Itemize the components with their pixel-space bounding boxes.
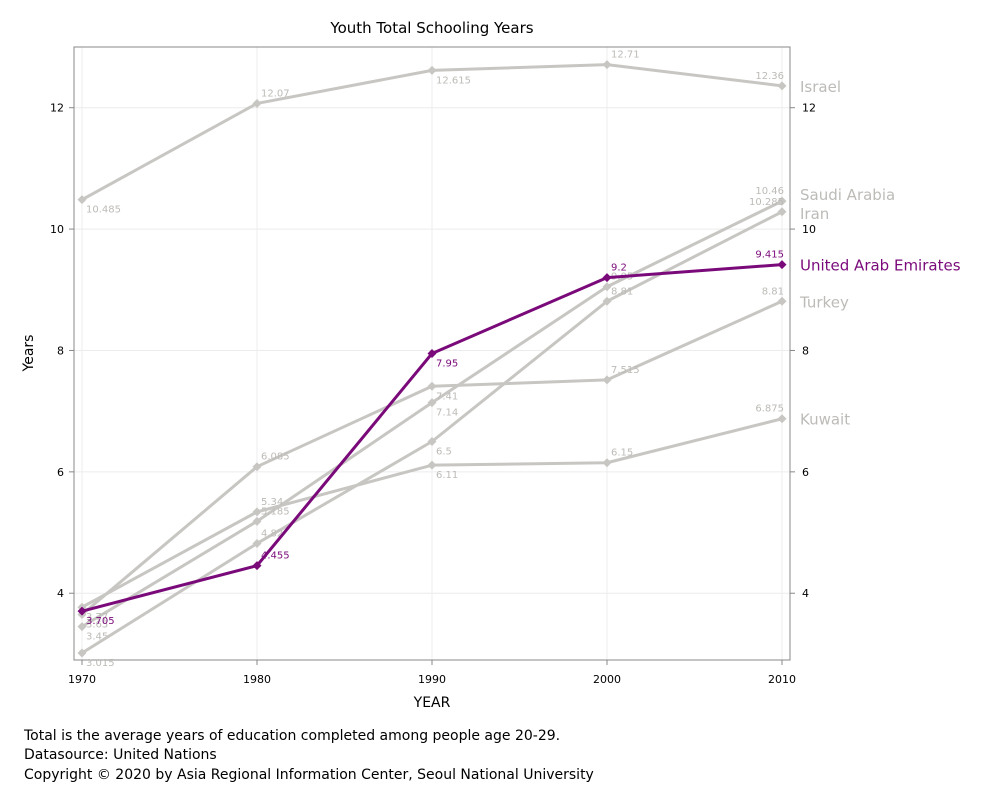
y-tick-label-left: 10 — [50, 223, 64, 236]
y-tick-label-right: 8 — [802, 344, 809, 357]
data-point — [252, 561, 262, 571]
data-point — [602, 458, 612, 468]
data-label: 5.185 — [261, 506, 290, 517]
series-israel: 10.485 12.07 12.615 12.71 12.36 Israel — [77, 50, 841, 216]
y-tick-label-left: 8 — [57, 344, 64, 357]
chart-title: Youth Total Schooling Years — [329, 19, 533, 37]
data-label: 7.95 — [436, 359, 458, 370]
data-label: 5.34 — [261, 497, 283, 508]
data-point — [777, 81, 787, 91]
data-label: 4.82 — [261, 528, 283, 539]
data-point — [777, 414, 787, 424]
data-point — [427, 437, 437, 447]
data-label: 6.11 — [436, 470, 458, 481]
y-tick-label-right: 4 — [802, 587, 809, 600]
data-point — [427, 398, 437, 408]
data-point — [427, 349, 437, 358]
series-layer: 10.485 12.07 12.615 12.71 12.36 Israel 3.45 5.1… — [77, 50, 961, 669]
series-name-iran: Iran — [800, 205, 829, 223]
data-point — [77, 195, 87, 205]
x-tick-label: 1980 — [243, 673, 271, 686]
y-tick-label-right: 6 — [802, 466, 809, 479]
data-label: 12.36 — [755, 71, 784, 82]
series-iran: 3.015 4.82 6.5 8.81 10.285 Iran — [77, 197, 829, 669]
data-label: 9.2 — [611, 263, 627, 274]
data-label: 10.285 — [749, 197, 784, 208]
series-name-israel: Israel — [800, 78, 841, 96]
y-tick-label-left: 12 — [50, 102, 64, 115]
y-axis-label: Years — [21, 335, 37, 373]
data-point — [777, 196, 787, 206]
data-label: 12.615 — [436, 75, 471, 86]
data-point — [602, 296, 612, 306]
data-label: 6.15 — [611, 448, 633, 459]
data-label: 3.65 — [86, 619, 108, 630]
data-point — [777, 260, 787, 270]
data-label: 8.81 — [762, 286, 784, 297]
data-label: 3.77 — [86, 612, 108, 623]
data-label: 7.41 — [436, 391, 458, 402]
data-label: 7.14 — [436, 408, 458, 419]
data-point — [77, 606, 87, 616]
footnote-datasource: Datasource: United Nations — [24, 747, 217, 763]
data-label: 12.71 — [611, 50, 640, 61]
data-label: 7.515 — [611, 365, 640, 376]
x-axis-label: YEAR — [413, 695, 451, 711]
data-label: 4.455 — [261, 551, 290, 562]
data-label: 10.46 — [755, 186, 784, 197]
data-point — [77, 648, 87, 658]
data-point — [602, 273, 612, 283]
data-point — [252, 462, 262, 472]
series-name-turkey: Turkey — [799, 293, 849, 311]
footnote-copyright: Copyright © 2020 by Asia Regional Inform… — [24, 767, 594, 783]
x-tick-label: 1990 — [418, 673, 446, 686]
y-tick-label-right: 12 — [802, 102, 816, 115]
x-tick-label: 1970 — [68, 673, 96, 686]
data-point — [602, 60, 612, 70]
series-name-saudi-arabia: Saudi Arabia — [800, 186, 895, 204]
footnote-definition: Total is the average years of education … — [24, 728, 561, 744]
data-label: 6.875 — [755, 404, 784, 415]
data-point — [427, 381, 437, 391]
axes: 1970 1980 1990 2000 2010 4 4 6 6 8 8 10 10 12 12 — [50, 102, 816, 686]
data-point — [427, 65, 437, 75]
data-point — [252, 516, 262, 526]
data-point — [252, 98, 262, 108]
data-point — [777, 296, 787, 306]
data-label: 8.81 — [611, 286, 633, 297]
y-tick-label-left: 4 — [57, 587, 64, 600]
data-label: 6.085 — [261, 452, 290, 463]
y-tick-label-left: 6 — [57, 466, 64, 479]
series-name-united-arab-emirates: United Arab Emirates — [800, 257, 961, 275]
x-tick-label: 2000 — [593, 673, 621, 686]
data-point — [427, 460, 437, 470]
data-point — [252, 507, 262, 517]
series-united-arab-emirates: 3.705 4.455 7.95 9.2 9.415 United Arab Emirat… — [77, 250, 961, 627]
data-label: 3.015 — [86, 658, 115, 669]
series-name-kuwait: Kuwait — [800, 411, 850, 429]
data-point — [252, 538, 262, 548]
x-tick-label: 2010 — [768, 673, 796, 686]
grid — [74, 47, 790, 660]
data-point — [777, 207, 787, 217]
data-label: 10.485 — [86, 205, 121, 216]
data-label: 3.705 — [86, 616, 115, 627]
data-label: 6.5 — [436, 447, 452, 458]
data-label: 3.45 — [86, 632, 108, 643]
data-point — [77, 622, 87, 632]
data-point — [602, 375, 612, 385]
data-point — [602, 282, 612, 292]
series-kuwait: 3.77 5.34 6.11 6.15 6.875 Kuwait — [77, 404, 850, 623]
y-tick-label-right: 10 — [802, 223, 816, 236]
data-label: 12.07 — [261, 88, 290, 99]
data-label: 9.415 — [755, 250, 784, 261]
series-turkey: 3.65 6.085 7.41 7.515 8.81 Turkey — [77, 286, 849, 630]
